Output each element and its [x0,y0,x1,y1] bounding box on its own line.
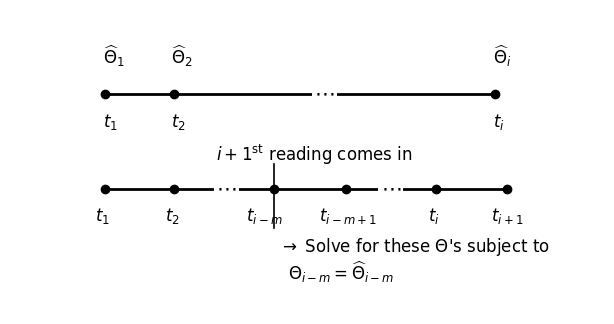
Text: $\rightarrow$ Solve for these $\Theta$'s subject to: $\rightarrow$ Solve for these $\Theta$'s… [279,236,550,258]
Text: $t_1$: $t_1$ [95,206,111,226]
Text: $t_2$: $t_2$ [171,112,186,133]
Text: $\widehat{\Theta}_2$: $\widehat{\Theta}_2$ [171,44,192,69]
Text: $\Theta_{i-m} = \widehat{\Theta}_{i-m}$: $\Theta_{i-m} = \widehat{\Theta}_{i-m}$ [288,260,394,285]
Text: $\widehat{\Theta}_1$: $\widehat{\Theta}_1$ [103,44,125,69]
Text: $t_{i+1}$: $t_{i+1}$ [491,206,524,226]
Text: $\cdots$: $\cdots$ [216,179,237,199]
Text: $\widehat{\Theta}_i$: $\widehat{\Theta}_i$ [493,44,511,69]
Text: $\cdots$: $\cdots$ [381,179,401,199]
Text: $t_i$: $t_i$ [493,112,505,133]
Text: $t_{i-m}$: $t_{i-m}$ [246,206,283,226]
Text: $i+1^{\mathrm{st}}$ reading comes in: $i+1^{\mathrm{st}}$ reading comes in [217,143,413,167]
Text: $t_2$: $t_2$ [165,206,179,226]
Text: $t_{i-m+1}$: $t_{i-m+1}$ [319,206,377,226]
Text: $t_1$: $t_1$ [103,112,118,133]
Text: $t_i$: $t_i$ [428,206,440,226]
Text: $\cdots$: $\cdots$ [314,84,335,104]
